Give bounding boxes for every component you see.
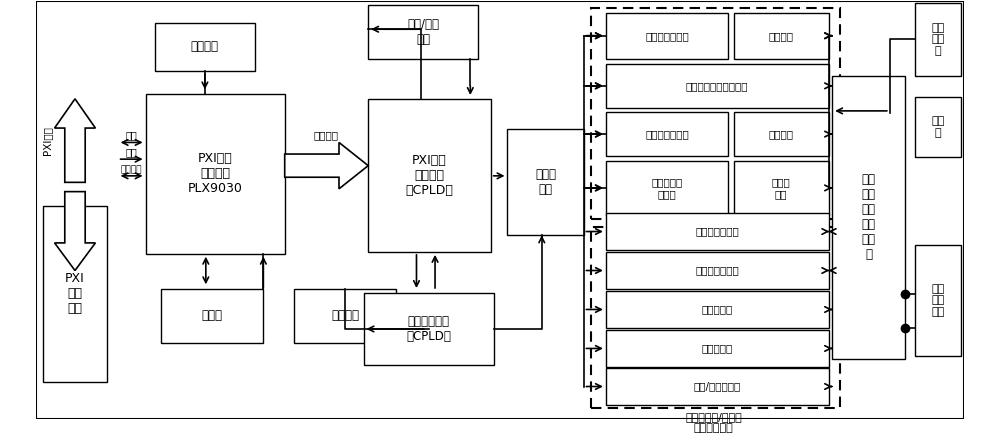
Bar <box>832 75 905 359</box>
Text: 二极管网络
继电器: 二极管网络 继电器 <box>651 177 683 199</box>
Text: PXI总线
接口控制
（CPLD）: PXI总线 接口控制 （CPLD） <box>406 154 453 197</box>
Bar <box>364 293 494 365</box>
Text: 电阻、断路/短路、
信号替换模拟: 电阻、断路/短路、 信号替换模拟 <box>685 412 742 433</box>
Bar <box>146 94 285 254</box>
Text: 电压
源: 电压 源 <box>931 116 945 138</box>
Text: 短路继电器: 短路继电器 <box>702 304 733 314</box>
Bar <box>155 23 255 71</box>
Text: PXI总线: PXI总线 <box>42 126 52 155</box>
Text: 地址/数据
锁存: 地址/数据 锁存 <box>407 18 439 46</box>
Text: 继电器
驱动: 继电器 驱动 <box>535 168 556 196</box>
Bar <box>606 161 728 215</box>
Polygon shape <box>55 99 95 182</box>
Bar <box>606 13 728 59</box>
Bar <box>591 227 840 408</box>
Bar <box>734 161 829 215</box>
Bar <box>915 3 961 75</box>
Bar <box>507 129 584 235</box>
Text: 控制信号: 控制信号 <box>121 165 142 174</box>
Bar <box>591 8 840 219</box>
Bar <box>734 13 829 59</box>
Text: PXI总线
接口芯片
PLX9030: PXI总线 接口芯片 PLX9030 <box>188 153 243 195</box>
Text: 地址: 地址 <box>126 147 137 157</box>
Text: 匹配电阻: 匹配电阻 <box>191 41 219 53</box>
Text: 电容网络: 电容网络 <box>769 129 794 139</box>
Bar <box>734 112 829 157</box>
Text: 固高/固低继电器: 固高/固低继电器 <box>694 382 741 392</box>
Text: 断路继电器: 断路继电器 <box>702 344 733 354</box>
Bar <box>915 97 961 157</box>
Bar <box>915 245 961 356</box>
Text: 时钟电路: 时钟电路 <box>331 310 359 323</box>
Text: 局部总线: 局部总线 <box>314 131 339 140</box>
Text: PXI
机箱
背板: PXI 机箱 背板 <box>65 272 85 315</box>
Bar <box>294 289 396 343</box>
Text: 数据: 数据 <box>126 131 137 140</box>
Bar <box>606 368 829 405</box>
Text: 电阻网络继电器: 电阻网络继电器 <box>645 31 689 41</box>
Polygon shape <box>55 192 95 270</box>
Bar <box>606 64 829 108</box>
Bar <box>368 99 491 252</box>
Bar <box>43 205 107 382</box>
Text: 故障
注入
输入
输出
连接
器: 故障 注入 输入 输出 连接 器 <box>861 173 875 261</box>
Bar <box>606 213 829 250</box>
Text: 电容网络继电器: 电容网络继电器 <box>645 129 689 139</box>
Text: 存储器: 存储器 <box>202 310 223 323</box>
Bar <box>606 252 829 289</box>
Bar <box>606 112 728 157</box>
Text: 二极管
网络: 二极管 网络 <box>772 177 791 199</box>
Text: 电阻值输出控制继电器: 电阻值输出控制继电器 <box>686 81 748 91</box>
Text: 故障
输出
探针: 故障 输出 探针 <box>931 283 945 317</box>
Text: 外部
信号
源: 外部 信号 源 <box>931 23 945 56</box>
Text: 信号替换继电器: 信号替换继电器 <box>695 227 739 236</box>
Bar <box>161 289 263 343</box>
Bar <box>606 330 829 367</box>
Polygon shape <box>285 143 368 189</box>
Text: 故障注入控制
（CPLD）: 故障注入控制 （CPLD） <box>406 315 451 343</box>
Text: 电阻网络: 电阻网络 <box>769 31 794 41</box>
Bar <box>606 291 829 328</box>
Text: 信号叠加继电器: 信号叠加继电器 <box>695 266 739 276</box>
Bar <box>368 5 478 59</box>
